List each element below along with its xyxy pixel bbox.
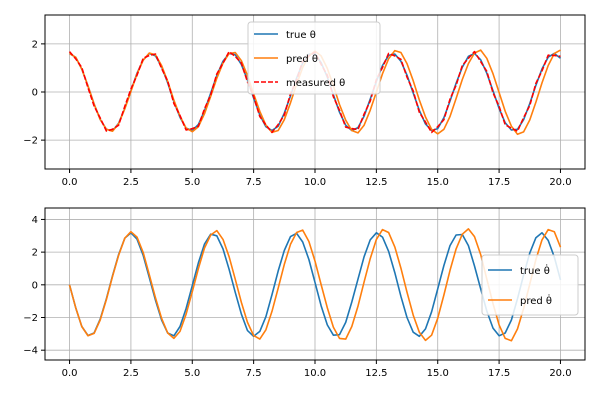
x-tick-label: 15.0 — [427, 368, 449, 379]
legend-label: true θ — [286, 30, 316, 41]
x-tick-label: 12.5 — [365, 177, 387, 188]
y-tick-label: −2 — [23, 136, 38, 147]
x-tick-label: 2.5 — [123, 368, 139, 379]
x-tick-label: 5.0 — [184, 177, 200, 188]
legend-label: measured θ — [286, 78, 345, 89]
y-tick-label: −4 — [23, 346, 38, 357]
top-chart-panel: 0.0 2.5 5.0 7.5 10.0 12.5 15.0 17.5 20.0 −2 0 2 tru… — [23, 14, 586, 188]
legend-box — [247, 21, 381, 95]
x-tick-label: 2.5 — [123, 177, 139, 188]
bottom-chart-panel: 0.0 2.5 5.0 7.5 10.0 12.5 15.0 17.5 20.0−4−2024 … — [23, 207, 586, 379]
x-tick-label: 20.0 — [549, 368, 571, 379]
x-tick-label: 10.0 — [304, 177, 326, 188]
y-tick-label: 2 — [32, 248, 38, 259]
bottom-chart-legend: true θ̇ pred θ̇ — [481, 254, 579, 316]
y-tick-label: 0 — [32, 88, 38, 99]
y-tick-label: 0 — [32, 280, 38, 291]
top-chart-ticks: 0.0 2.5 5.0 7.5 10.0 12.5 15.0 17.5 20.0 −2 0 2 — [23, 39, 571, 188]
series-line-1-1 — [68, 228, 562, 342]
legend-label: pred θ̇ — [520, 293, 552, 307]
x-tick-label: 17.5 — [488, 368, 510, 379]
x-tick-label: 17.5 — [488, 177, 510, 188]
top-chart-legend: true θ pred θ measured θ — [247, 21, 381, 95]
bottom-chart-ticks: 0.0 2.5 5.0 7.5 10.0 12.5 15.0 17.5 20.0 −4 −2 0 2 4 — [23, 215, 571, 379]
y-tick-label: −2 — [23, 313, 38, 324]
x-tick-label: 0.0 — [62, 368, 78, 379]
legend-label: pred θ — [286, 54, 318, 65]
x-tick-label: 10.0 — [304, 368, 326, 379]
x-tick-label: 7.5 — [246, 177, 262, 188]
x-tick-label: 5.0 — [184, 368, 200, 379]
x-tick-label: 15.0 — [427, 177, 449, 188]
x-tick-label: 20.0 — [549, 177, 571, 188]
legend-label: true θ̇ — [520, 263, 550, 277]
bottom-chart-series — [68, 228, 562, 342]
y-tick-label: 2 — [32, 39, 38, 50]
x-tick-label: 0.0 — [62, 177, 78, 188]
x-tick-label: 12.5 — [365, 368, 387, 379]
y-tick-label: 4 — [32, 215, 38, 226]
x-tick-label: 7.5 — [246, 368, 262, 379]
